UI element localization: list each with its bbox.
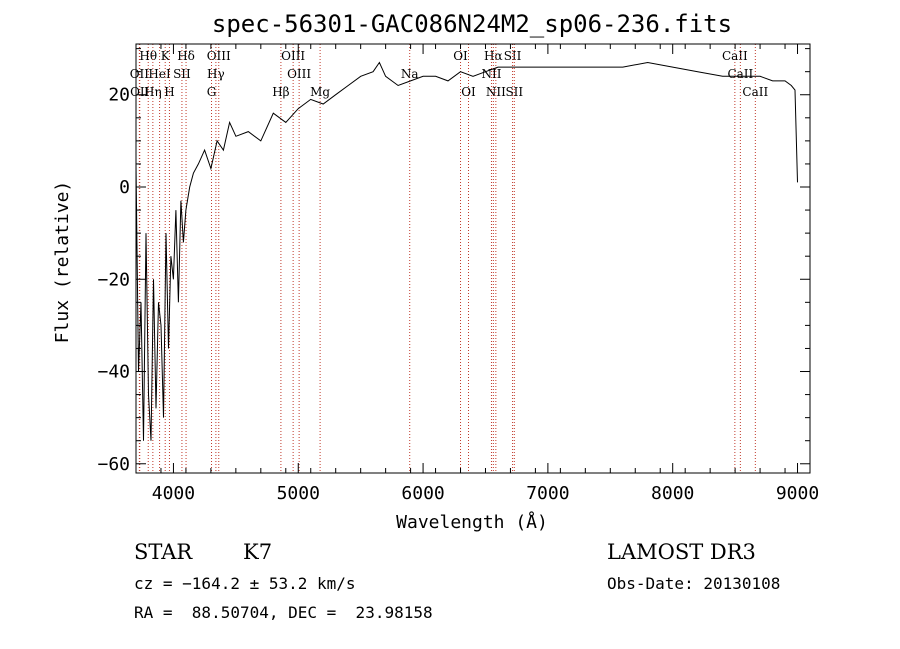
spectral-line-label: Na: [401, 67, 419, 81]
spectral-line-label: Hβ: [272, 85, 289, 99]
spectral-line-label: OII: [130, 85, 150, 99]
spectral-line-label: H: [164, 85, 174, 99]
spectral-line-label: CaII: [727, 67, 753, 81]
spectral-line-label: SII: [505, 85, 523, 99]
spectral-line-label: Hθ: [139, 49, 157, 63]
coordinates: RA = 88.50704, DEC = 23.98158: [134, 603, 433, 622]
spectral-line-label: Mg: [310, 85, 330, 99]
spectral-line-label: NII: [486, 85, 506, 99]
y-axis-label: Flux (relative): [52, 181, 73, 344]
y-tick-label: 0: [119, 177, 130, 198]
spectral-line-label: NII: [481, 67, 501, 81]
x-axis-label: Wavelength (Å): [396, 511, 548, 533]
spectral-line-label: HeI: [148, 67, 171, 81]
x-tick-label: 9000: [776, 483, 819, 504]
object-subclass: K7: [243, 540, 273, 564]
x-tick-label: 8000: [651, 483, 694, 504]
spectral-line-label: CaII: [742, 85, 768, 99]
x-tick-label: 4000: [152, 483, 195, 504]
object-class: STAR: [134, 540, 193, 564]
spectral-line-label: CaII: [722, 49, 748, 63]
y-tick-label: −20: [97, 269, 130, 290]
x-tick-label: 6000: [401, 483, 444, 504]
spectral-line-label: G: [207, 85, 217, 99]
x-tick-label: 5000: [277, 483, 320, 504]
y-tick-label: −40: [97, 362, 130, 383]
y-tick-label: −60: [97, 454, 130, 475]
spectral-line-label: Hδ: [177, 49, 195, 63]
spectral-line-label: Hη: [144, 85, 162, 99]
chart-title: spec-56301-GAC086N24M2_sp06-236.fits: [212, 10, 732, 38]
spectrum-series-line: [135, 61, 798, 441]
spectral-line-label: OIII: [281, 49, 305, 63]
spectral-line-label: SII: [504, 49, 522, 63]
spectral-line-label: Hα: [484, 49, 503, 63]
spectral-line-label: OI: [453, 49, 468, 63]
obs-date: Obs-Date: 20130108: [607, 574, 781, 593]
spectral-line-label: SII: [173, 67, 191, 81]
spectral-line-label: K: [161, 49, 171, 63]
y-tick-label: 20: [108, 85, 130, 106]
axis-ticks: 4000 5000 6000 7000 8000 9000 −60 −40 −20 0 20: [97, 44, 819, 504]
spectral-line-label: OI: [461, 85, 476, 99]
spectral-line-label: OIII: [287, 67, 311, 81]
spectral-line-label: OIII: [207, 49, 231, 63]
velocity-readout: cz = −164.2 ± 53.2 km/s: [134, 574, 356, 593]
plot-frame: [135, 43, 811, 474]
spectral-line-label: Hγ: [207, 67, 225, 81]
x-tick-label: 7000: [526, 483, 569, 504]
survey-label: LAMOST DR3: [607, 540, 756, 564]
